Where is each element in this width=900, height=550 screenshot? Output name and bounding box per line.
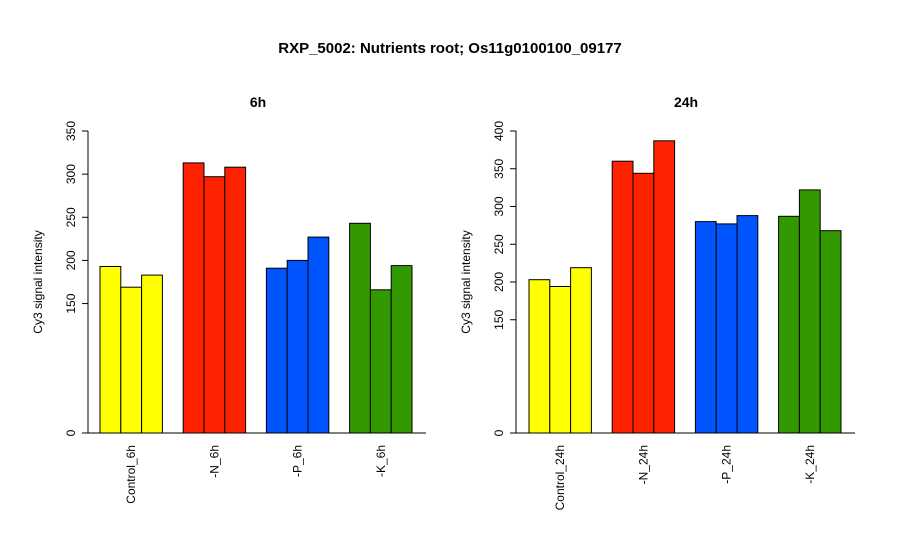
x-tick-label: -P_6h: [291, 445, 305, 477]
bar: [778, 215, 800, 434]
y-tick-label: 300: [64, 164, 78, 184]
bar: [120, 286, 143, 434]
bar: [349, 222, 371, 434]
y-tick-label: 250: [492, 234, 506, 254]
x-tick-label: -K_6h: [374, 445, 388, 477]
panel-title: 24h: [674, 94, 698, 110]
x-tick-label: -K_24h: [803, 445, 817, 484]
y-tick-label: 350: [64, 121, 78, 141]
y-axis-title: Cy3 signal intensity: [31, 230, 45, 333]
chart-panel-6h: 6h Cy3 signal intensity Control_6h -N_6h -…: [31, 94, 426, 504]
x-tick-label: -P_24h: [720, 445, 734, 484]
y-axis-title: Cy3 signal intensity: [459, 230, 473, 333]
bar: [715, 223, 738, 434]
bar: [265, 267, 288, 434]
y-tick-label: 150: [492, 309, 506, 329]
y-tick-label: 200: [492, 272, 506, 292]
y-tick-label: 200: [64, 250, 78, 270]
bar: [224, 166, 247, 434]
y-tick-label: 350: [492, 158, 506, 178]
x-tick-label: -N_6h: [207, 445, 221, 478]
bar: [99, 266, 122, 434]
chart-panel-24h: 24h Cy3 signal intensity Control_24h -N_2…: [459, 94, 855, 510]
bar: [798, 189, 821, 434]
bar: [549, 286, 572, 434]
bar: [736, 215, 759, 434]
y-tick-label: 300: [492, 196, 506, 216]
x-tick-label: Control_6h: [124, 445, 138, 504]
bar: [369, 289, 392, 434]
bar: [570, 267, 592, 434]
panel-title: 6h: [250, 94, 266, 110]
y-tick-label: 250: [64, 207, 78, 227]
bar: [390, 265, 413, 434]
main-title: RXP_5002: Nutrients root; Os11g0100100_0…: [278, 40, 622, 57]
bar: [528, 279, 551, 434]
y-tick-label: 400: [492, 121, 506, 141]
bar: [286, 259, 309, 434]
bar: [653, 140, 676, 434]
y-tick-label: 0: [492, 429, 506, 436]
bar: [182, 162, 205, 434]
bar: [632, 172, 655, 434]
x-tick-label: Control_24h: [553, 445, 567, 510]
bar: [141, 274, 163, 434]
bar: [694, 221, 717, 434]
bar: [611, 160, 634, 434]
y-tick-label: 0: [64, 429, 78, 436]
y-tick-label: 150: [64, 293, 78, 313]
bar: [307, 236, 330, 434]
bar: [819, 230, 842, 434]
x-tick-label: -N_24h: [636, 445, 650, 484]
bar: [203, 176, 226, 434]
